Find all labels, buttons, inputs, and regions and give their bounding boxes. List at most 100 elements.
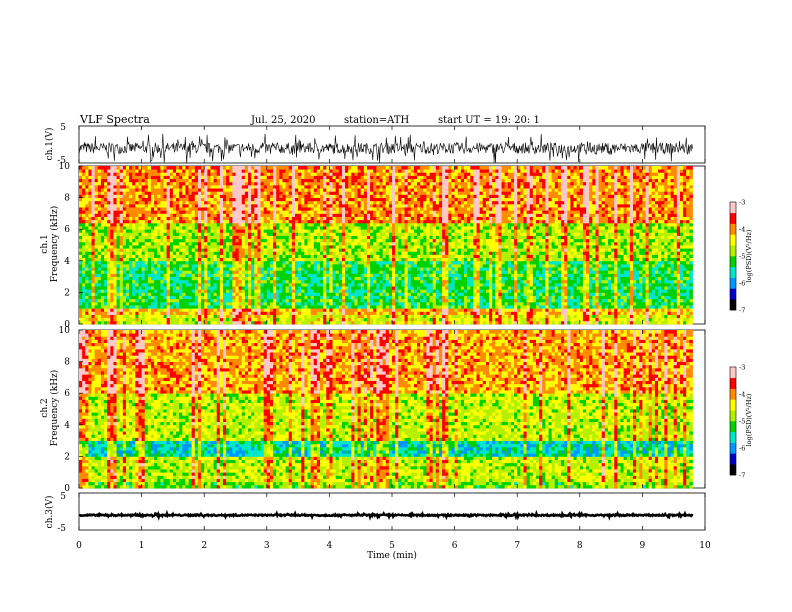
spectrogram-cell bbox=[85, 302, 89, 306]
spectrogram-cell bbox=[236, 280, 240, 284]
spectrogram-cell bbox=[220, 242, 224, 246]
spectrogram-cell bbox=[101, 299, 105, 303]
spectrogram-cell bbox=[239, 315, 243, 319]
spectrogram-cell bbox=[483, 321, 487, 325]
spectrogram-cell bbox=[314, 311, 318, 315]
spectrogram-cell bbox=[614, 283, 618, 287]
spectrogram-cell bbox=[589, 321, 593, 325]
spectrogram-cell bbox=[239, 277, 243, 281]
spectrogram-cell bbox=[145, 270, 149, 274]
spectrogram-cell bbox=[574, 296, 578, 300]
spectrogram-cell bbox=[527, 315, 531, 319]
spectrogram-cell bbox=[110, 251, 114, 255]
spectrogram-cell bbox=[620, 267, 624, 271]
spectrogram-cell bbox=[386, 264, 390, 268]
spectrogram-cell bbox=[364, 289, 368, 293]
spectrogram-cell bbox=[689, 302, 693, 306]
spectrogram-cell bbox=[552, 289, 556, 293]
spectrogram-cell bbox=[636, 321, 640, 325]
spectrogram-cell bbox=[289, 261, 293, 265]
spectrogram-cell bbox=[564, 286, 568, 290]
spectrogram-cell bbox=[683, 315, 687, 319]
spectrogram-cell bbox=[267, 286, 271, 290]
spectrogram-cell bbox=[589, 261, 593, 265]
spectrogram-cell bbox=[655, 280, 659, 284]
spectrogram-cell bbox=[217, 283, 221, 287]
spectrogram-cell bbox=[655, 277, 659, 281]
spectrogram-cell bbox=[649, 254, 653, 258]
spectrogram-cell bbox=[304, 273, 308, 277]
spectrogram-cell bbox=[426, 254, 430, 258]
spectrogram-cell bbox=[282, 321, 286, 325]
spectrogram-cell bbox=[214, 318, 218, 322]
spectrogram-cell bbox=[164, 242, 168, 246]
spectrogram-cell bbox=[558, 251, 562, 255]
spectrogram-cell bbox=[132, 302, 136, 306]
spectrogram-cell bbox=[386, 296, 390, 300]
spectrogram-cell bbox=[605, 286, 609, 290]
spectrogram-cell bbox=[630, 273, 634, 277]
spectrogram-cell bbox=[245, 296, 249, 300]
spectrogram-cell bbox=[107, 245, 111, 249]
spectrogram-cell bbox=[646, 299, 650, 303]
spectrogram-cell bbox=[614, 264, 618, 268]
spectrogram-cell bbox=[251, 258, 255, 262]
spectrogram-cell bbox=[214, 289, 218, 293]
spectrogram-cell bbox=[232, 248, 236, 252]
spectrogram-cell bbox=[364, 277, 368, 281]
spectrogram-cell bbox=[574, 289, 578, 293]
spectrogram-cell bbox=[514, 248, 518, 252]
spectrogram-cell bbox=[242, 292, 246, 296]
spectrogram-cell bbox=[523, 302, 527, 306]
spectrogram-cell bbox=[270, 267, 274, 271]
spectrogram-cell bbox=[304, 296, 308, 300]
spectrogram-cell bbox=[595, 254, 599, 258]
spectrogram-cell bbox=[142, 242, 146, 246]
spectrogram-cell bbox=[470, 292, 474, 296]
spectrogram-cell bbox=[533, 299, 537, 303]
spectrogram-cell bbox=[642, 299, 646, 303]
spectrogram-cell bbox=[333, 318, 337, 322]
spectrogram-cell bbox=[599, 308, 603, 312]
spectrogram-cell bbox=[170, 273, 174, 277]
spectrogram-cell bbox=[458, 305, 462, 309]
spectrogram-cell bbox=[242, 289, 246, 293]
spectrogram-cell bbox=[220, 280, 224, 284]
spectrogram-cell bbox=[570, 267, 574, 271]
spectrogram-cell bbox=[611, 277, 615, 281]
spectrogram-cell bbox=[317, 261, 321, 265]
spectrogram-cell bbox=[411, 283, 415, 287]
spectrogram-cell bbox=[317, 245, 321, 249]
spectrogram-cell bbox=[295, 296, 299, 300]
spectrogram-cell bbox=[423, 296, 427, 300]
spectrogram-cell bbox=[286, 311, 290, 315]
spectrogram-cell bbox=[107, 299, 111, 303]
spectrogram-cell bbox=[358, 277, 362, 281]
spectrogram-cell bbox=[470, 283, 474, 287]
spectrogram-cell bbox=[451, 299, 455, 303]
spectrogram-cell bbox=[533, 280, 537, 284]
spectrogram-cell bbox=[220, 261, 224, 265]
spectrogram-cell bbox=[436, 289, 440, 293]
spectrogram-cell bbox=[217, 261, 221, 265]
spectrogram-cell bbox=[267, 254, 271, 258]
spectrogram-cell bbox=[395, 296, 399, 300]
spectrogram-cell bbox=[508, 292, 512, 296]
spectrogram-cell bbox=[511, 311, 515, 315]
spectrogram-cell bbox=[104, 321, 108, 325]
spectrogram-cell bbox=[336, 283, 340, 287]
spectrogram-cell bbox=[85, 261, 89, 265]
spectrogram-cell bbox=[552, 267, 556, 271]
spectrogram-cell bbox=[104, 261, 108, 265]
spectrogram-cell bbox=[426, 258, 430, 262]
spectrogram-cell bbox=[135, 283, 139, 287]
spectrogram-cell bbox=[257, 305, 261, 309]
spectrogram-cell bbox=[448, 315, 452, 319]
spectrogram-cell bbox=[370, 299, 374, 303]
spectrogram-cell bbox=[411, 280, 415, 284]
spectrogram-cell bbox=[405, 289, 409, 293]
spectrogram-cell bbox=[549, 248, 553, 252]
spectrogram-cell bbox=[85, 296, 89, 300]
spectrogram-cell bbox=[611, 283, 615, 287]
spectrogram-cell bbox=[448, 251, 452, 255]
